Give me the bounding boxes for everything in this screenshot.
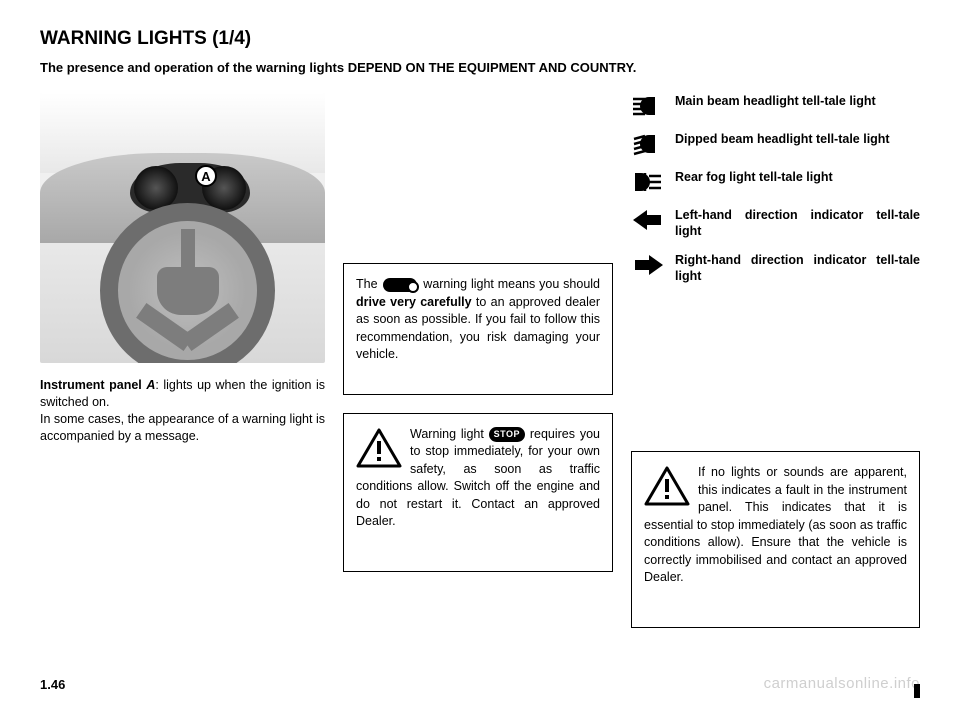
rear-fog-icon (631, 169, 665, 195)
title-main: WARNING LIGHTS (40, 28, 207, 49)
indicator-left-turn: Left-hand direction indicator tell-tale … (631, 207, 920, 240)
left-arrow-icon (631, 207, 665, 233)
page-marker (914, 684, 920, 698)
indicator-rear-fog: Rear fog light tell-tale light (631, 169, 920, 195)
column-3: Main beam headlight tell-tale light Dipp… (631, 93, 920, 628)
column-1: 27118 A Instrument panel A: lights up wh… (40, 93, 325, 628)
service-warning-icon (383, 278, 417, 292)
info-box-stop: Warning light STOP requires you to stop … (343, 413, 613, 572)
dashboard-illustration: 27118 A (40, 93, 325, 363)
page-number: 1.46 (40, 677, 65, 692)
warning-triangle-icon (644, 466, 690, 506)
warning-triangle-icon (356, 428, 402, 468)
image-caption: Instrument panel A: lights up when the i… (40, 377, 325, 445)
column-2: The warning light means you should drive… (343, 93, 613, 628)
marker-a: A (195, 165, 217, 187)
info-box-drive-carefully: The warning light means you should drive… (343, 263, 613, 395)
main-beam-icon (631, 93, 665, 119)
title-sub: (1/4) (212, 28, 251, 49)
watermark: carmanualsonline.info (764, 675, 920, 692)
indicator-main-beam: Main beam headlight tell-tale light (631, 93, 920, 119)
content-columns: 27118 A Instrument panel A: lights up wh… (40, 93, 920, 628)
subtitle: The presence and operation of the warnin… (40, 60, 920, 75)
info-box-no-lights: If no lights or sounds are apparent, thi… (631, 451, 920, 628)
stop-pill-icon: STOP (489, 427, 525, 442)
indicator-right-turn: Right-hand direction indicator tell-tale… (631, 252, 920, 285)
right-arrow-icon (631, 252, 665, 278)
page-title: WARNING LIGHTS (1/4) (40, 28, 920, 50)
indicator-dipped-beam: Dipped beam headlight tell-tale light (631, 131, 920, 157)
dipped-beam-icon (631, 131, 665, 157)
